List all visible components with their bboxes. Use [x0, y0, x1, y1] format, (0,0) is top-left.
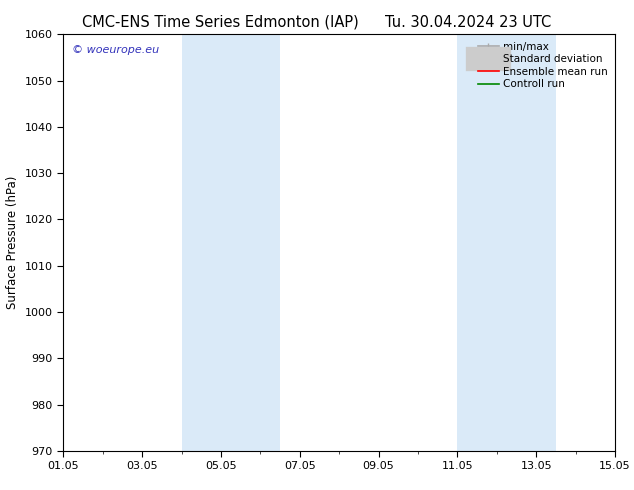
Y-axis label: Surface Pressure (hPa): Surface Pressure (hPa) — [6, 176, 19, 309]
Bar — [457, 34, 556, 451]
Bar — [181, 34, 280, 451]
Text: CMC-ENS Time Series Edmonton (IAP): CMC-ENS Time Series Edmonton (IAP) — [82, 15, 359, 30]
Text: © woeurope.eu: © woeurope.eu — [72, 45, 158, 55]
Text: Tu. 30.04.2024 23 UTC: Tu. 30.04.2024 23 UTC — [385, 15, 552, 30]
Legend: min/max, Standard deviation, Ensemble mean run, Controll run: min/max, Standard deviation, Ensemble me… — [476, 40, 610, 92]
